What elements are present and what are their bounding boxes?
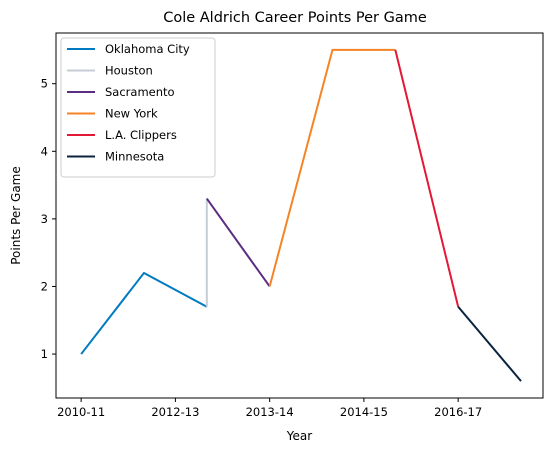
y-tick-label: 5: [41, 77, 48, 91]
legend-box: [60, 37, 216, 178]
y-axis: 1 2 3 4 5: [41, 77, 56, 361]
y-axis-label: Points Per Game: [9, 166, 23, 265]
series-line-3: [268, 48, 396, 287]
series-line-5: [457, 306, 522, 382]
legend: Oklahoma City Houston Sacramento New York L.…: [60, 37, 216, 178]
x-tick-label: 2013-14: [246, 405, 294, 419]
legend-label-2: Sacramento: [105, 85, 175, 99]
series-layer: [80, 48, 522, 382]
x-tick-label: 2016-17: [434, 405, 482, 419]
series-line-2: [205, 198, 271, 288]
y-tick-label: 4: [41, 144, 48, 158]
legend-label-3: New York: [105, 107, 158, 121]
series-line-0: [80, 271, 208, 355]
y-tick-label: 3: [41, 212, 48, 226]
legend-label-1: Houston: [105, 64, 153, 78]
x-tick-label: 2012-13: [151, 405, 199, 419]
y-tick-label: 2: [41, 279, 48, 293]
x-tick-label: 2014-15: [340, 405, 388, 419]
legend-label-4: L.A. Clippers: [105, 128, 177, 142]
series-line-4: [394, 49, 460, 307]
legend-label-0: Oklahoma City: [105, 42, 190, 56]
x-axis: 2010-11 2012-13 2013-14 2014-15 2016-17: [57, 398, 482, 419]
legend-label-5: Minnesota: [105, 150, 164, 164]
x-tick-label: 2010-11: [57, 405, 105, 419]
y-tick-label: 1: [41, 347, 48, 361]
x-axis-label: Year: [286, 429, 312, 443]
plot-frame: [55, 32, 544, 399]
chart-title: Cole Aldrich Career Points Per Game: [163, 10, 427, 26]
